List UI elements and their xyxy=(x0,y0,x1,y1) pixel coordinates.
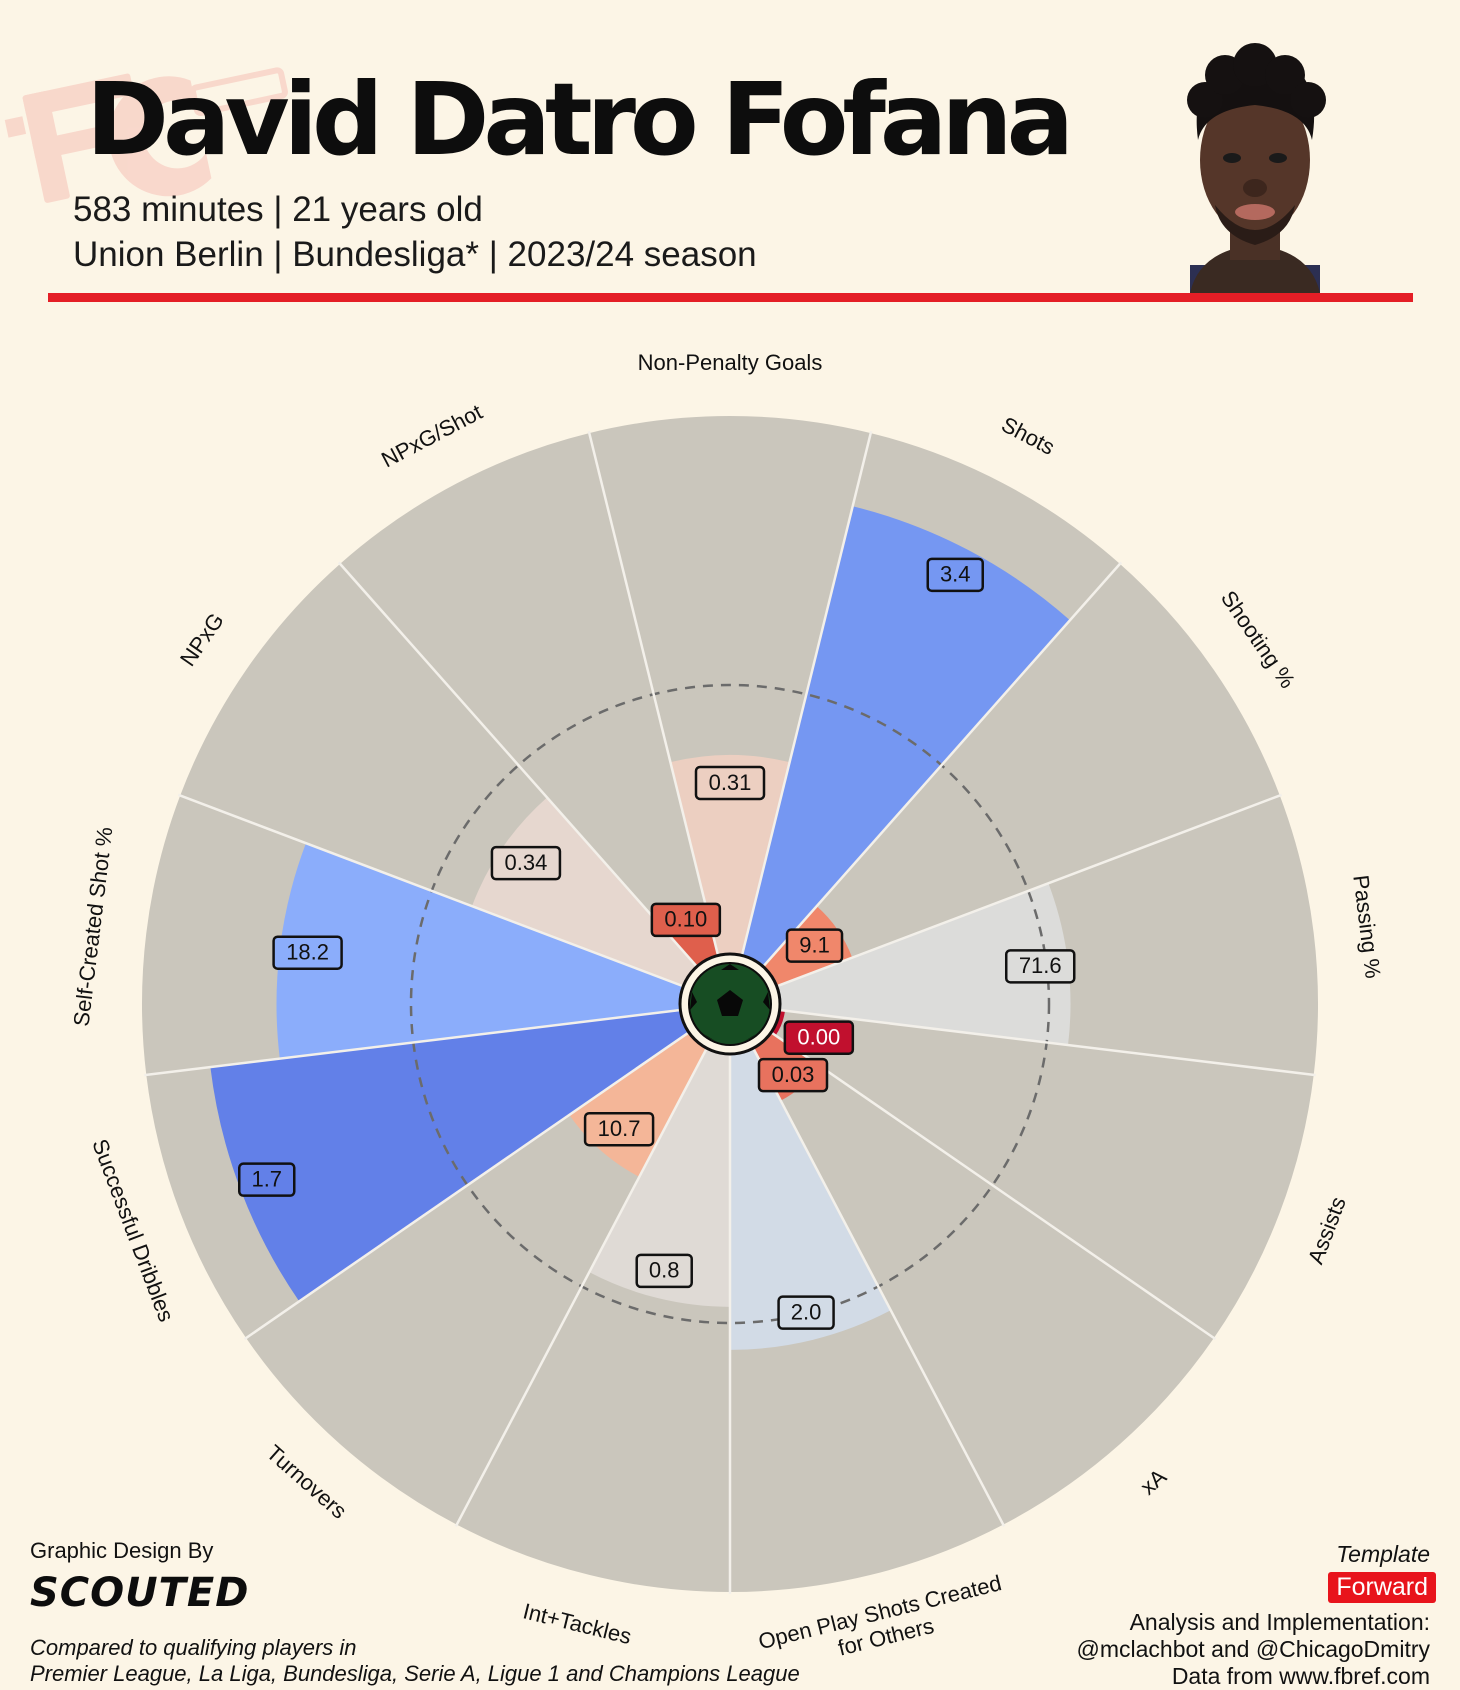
analysis-names: @mclachbot and @ChicagoDmitry xyxy=(1076,1636,1431,1662)
value-slice-int-tackles xyxy=(589,1048,730,1307)
svg-text:10.7: 10.7 xyxy=(598,1116,641,1141)
slice-background-npxg-shot xyxy=(340,433,719,967)
category-label-turnovers: Turnovers xyxy=(262,1440,352,1524)
value-label-non-penalty-goals: 0.31 xyxy=(694,765,766,801)
svg-text:0.03: 0.03 xyxy=(772,1062,815,1087)
slice-separator xyxy=(729,1002,1316,1077)
svg-text:1.7: 1.7 xyxy=(251,1166,282,1191)
svg-text:71.6: 71.6 xyxy=(1019,953,1062,978)
value-label-shots: 3.4 xyxy=(926,557,984,593)
value-slice-npxg xyxy=(471,797,697,987)
svg-text:2.0: 2.0 xyxy=(791,1299,822,1324)
value-label-xa: 0.03 xyxy=(757,1057,829,1093)
club-logo-watermark xyxy=(4,67,288,203)
template-badge: Forward xyxy=(1328,1572,1436,1603)
value-label-open-play-shots-created-for-others: 2.0 xyxy=(777,1295,835,1330)
value-label-self-created-shot: 18.2 xyxy=(272,935,343,970)
slice-background-turnovers xyxy=(246,1032,707,1525)
value-label-shooting: 9.1 xyxy=(785,928,844,963)
value-label-npxg-shot: 0.10 xyxy=(650,902,722,938)
slice-separator xyxy=(177,793,731,1006)
data-source: Data from www.fbref.com xyxy=(1171,1663,1430,1689)
slice-background-xa xyxy=(753,1032,1214,1525)
slice-separator xyxy=(144,1002,731,1077)
svg-text:0.34: 0.34 xyxy=(505,850,548,875)
slice-separator xyxy=(243,1002,731,1341)
comparison-note-line2: Premier League, La Liga, Bundesliga, Ser… xyxy=(30,1661,800,1686)
value-slice-non-penalty-goals xyxy=(670,754,790,956)
category-label-passing: Passing % xyxy=(1348,874,1385,980)
svg-text:0.00: 0.00 xyxy=(797,1025,840,1050)
svg-text:9.1: 9.1 xyxy=(799,932,830,957)
svg-text:0.8: 0.8 xyxy=(649,1258,680,1283)
value-label-turnovers: 10.7 xyxy=(583,1111,655,1147)
value-label-successful-dribbles: 1.7 xyxy=(238,1162,296,1197)
comparison-note-line1: Compared to qualifying players in xyxy=(30,1635,357,1660)
category-label-assists: Assists xyxy=(1303,1193,1351,1267)
slice-separator xyxy=(729,793,1283,1006)
svg-text:18.2: 18.2 xyxy=(286,940,329,965)
slice-background-shooting xyxy=(763,563,1280,987)
category-label-npxg: NPxG xyxy=(175,608,229,671)
player-name: David Datro Fofana xyxy=(86,61,1074,178)
category-label-non-penalty-goals: Non-Penalty Goals xyxy=(638,350,823,375)
scouted-logo: SCOUTED xyxy=(30,1570,250,1616)
slice-separator xyxy=(728,430,873,1005)
value-label-assists: 0.00 xyxy=(783,1020,855,1055)
slice-separator xyxy=(454,1003,732,1527)
player-photo xyxy=(1187,43,1326,293)
player-team-league-season: Union Berlin | Bundesliga* | 2023/24 sea… xyxy=(73,235,757,274)
value-slice-successful-dribbles xyxy=(210,1010,689,1302)
value-label-int-tackles: 0.8 xyxy=(635,1253,693,1289)
category-label-shots: Shots xyxy=(997,412,1058,460)
header-divider xyxy=(48,293,1413,302)
slice-background-assists xyxy=(771,1010,1314,1339)
analysis-label: Analysis and Implementation: xyxy=(1129,1609,1430,1635)
value-slice-open-play-shots-created-for-others xyxy=(730,1048,891,1350)
value-label-npxg: 0.34 xyxy=(490,845,562,881)
design-credit-label: Graphic Design By xyxy=(30,1538,214,1563)
median-reference-ring xyxy=(409,683,1051,1325)
value-label-passing: 71.6 xyxy=(1004,949,1076,984)
value-slice-shots xyxy=(741,506,1070,967)
category-label-xa: xA xyxy=(1135,1464,1171,1500)
svg-text:0.31: 0.31 xyxy=(709,770,752,795)
category-label-npxg-shot: NPxG/Shot xyxy=(377,399,486,472)
category-label-self-created-shot: Self-Created Shot % xyxy=(68,826,117,1028)
category-label-shooting: Shooting % xyxy=(1216,586,1300,693)
category-label-int-tackles: Int+Tackles xyxy=(521,1598,634,1649)
value-slice-passing xyxy=(776,883,1071,1046)
player-minutes-age: 583 minutes | 21 years old xyxy=(73,190,483,229)
value-slice-self-created-shot xyxy=(276,843,684,1059)
soccer-ball-icon xyxy=(678,952,782,1056)
svg-text:3.4: 3.4 xyxy=(940,562,971,587)
svg-text:0.10: 0.10 xyxy=(664,907,707,932)
template-label: Template xyxy=(1336,1541,1430,1567)
